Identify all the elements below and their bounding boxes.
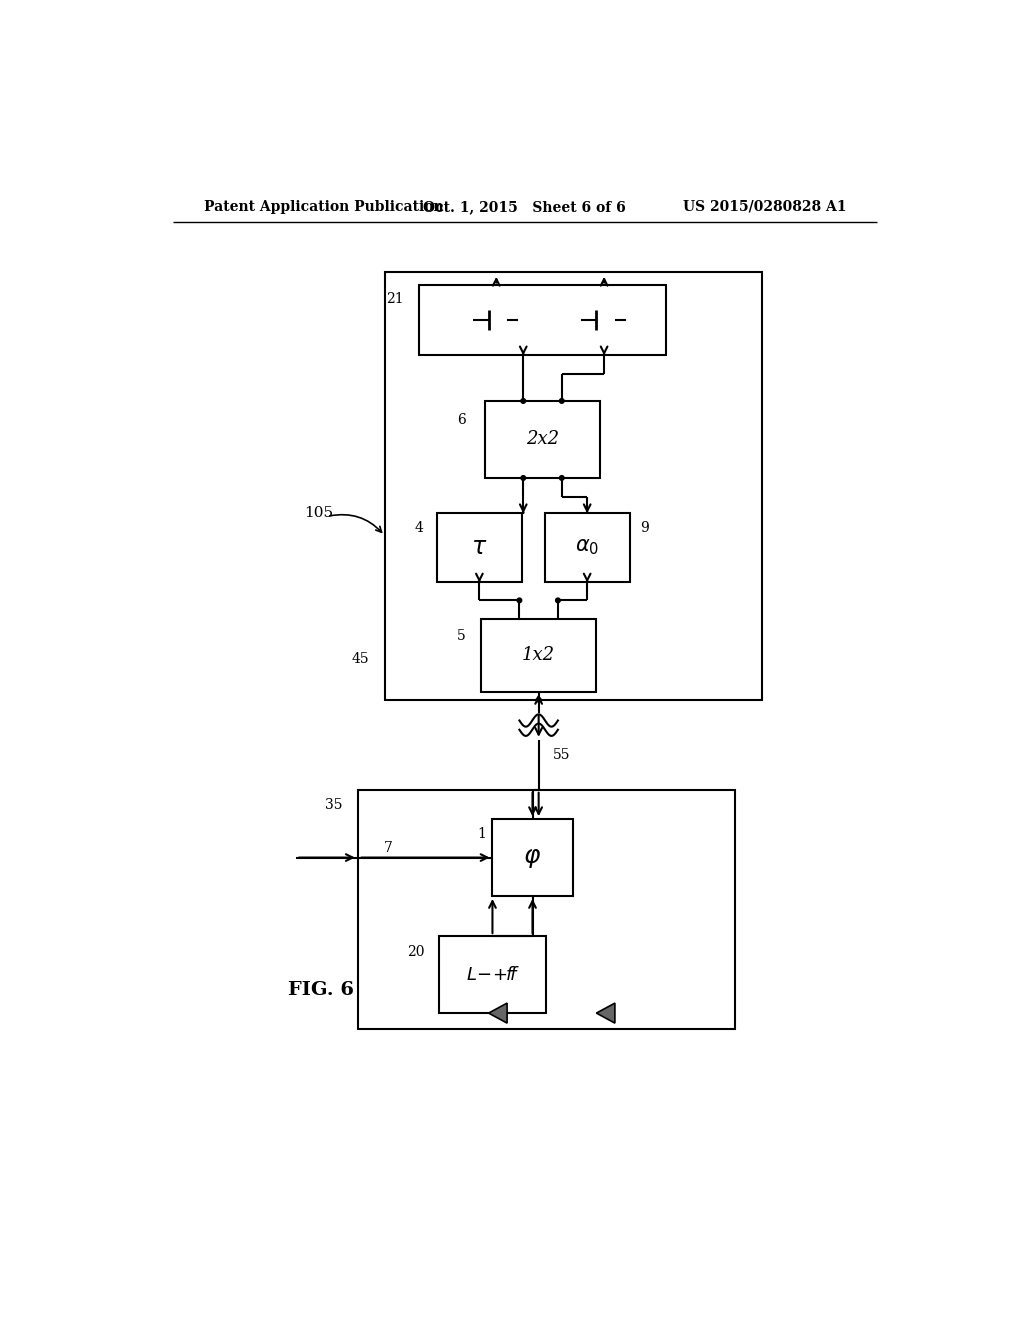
Text: $\varphi$: $\varphi$: [523, 846, 542, 870]
Text: 7: 7: [383, 841, 392, 854]
Text: 2x2: 2x2: [526, 430, 559, 449]
Text: 9: 9: [640, 521, 649, 535]
Text: 6: 6: [457, 413, 466, 428]
Text: 45: 45: [351, 652, 370, 665]
Polygon shape: [596, 1003, 614, 1023]
Text: US 2015/0280828 A1: US 2015/0280828 A1: [683, 199, 847, 214]
Text: 4: 4: [415, 521, 423, 535]
Circle shape: [559, 475, 564, 480]
Text: Oct. 1, 2015   Sheet 6 of 6: Oct. 1, 2015 Sheet 6 of 6: [424, 199, 626, 214]
Circle shape: [556, 598, 560, 603]
Bar: [484, 401, 600, 478]
Bar: [385, 272, 762, 700]
Bar: [437, 512, 521, 582]
Text: $L\!-\!\!+\!\!f\!f$: $L\!-\!\!+\!\!f\!f$: [466, 966, 519, 983]
Circle shape: [521, 399, 525, 404]
Circle shape: [537, 697, 541, 702]
Text: $\alpha_0$: $\alpha_0$: [575, 537, 599, 557]
Bar: [357, 789, 735, 1028]
Text: 20: 20: [408, 945, 425, 958]
Text: 1: 1: [477, 828, 486, 841]
Text: 35: 35: [325, 799, 342, 812]
Bar: [493, 818, 573, 896]
Text: 105: 105: [304, 506, 333, 520]
Polygon shape: [488, 1003, 507, 1023]
Text: 21: 21: [386, 292, 403, 306]
Text: Patent Application Publication: Patent Application Publication: [204, 199, 443, 214]
Circle shape: [521, 475, 525, 480]
Text: $\tau$: $\tau$: [471, 535, 487, 560]
Text: FIG. 6: FIG. 6: [289, 981, 354, 999]
Bar: [419, 285, 666, 355]
Circle shape: [559, 399, 564, 404]
Circle shape: [517, 598, 521, 603]
Text: 5: 5: [457, 628, 466, 643]
Text: 1x2: 1x2: [522, 645, 555, 664]
Bar: [545, 512, 630, 582]
Bar: [438, 936, 547, 1014]
Text: 55: 55: [553, 748, 570, 762]
Bar: [481, 619, 596, 692]
